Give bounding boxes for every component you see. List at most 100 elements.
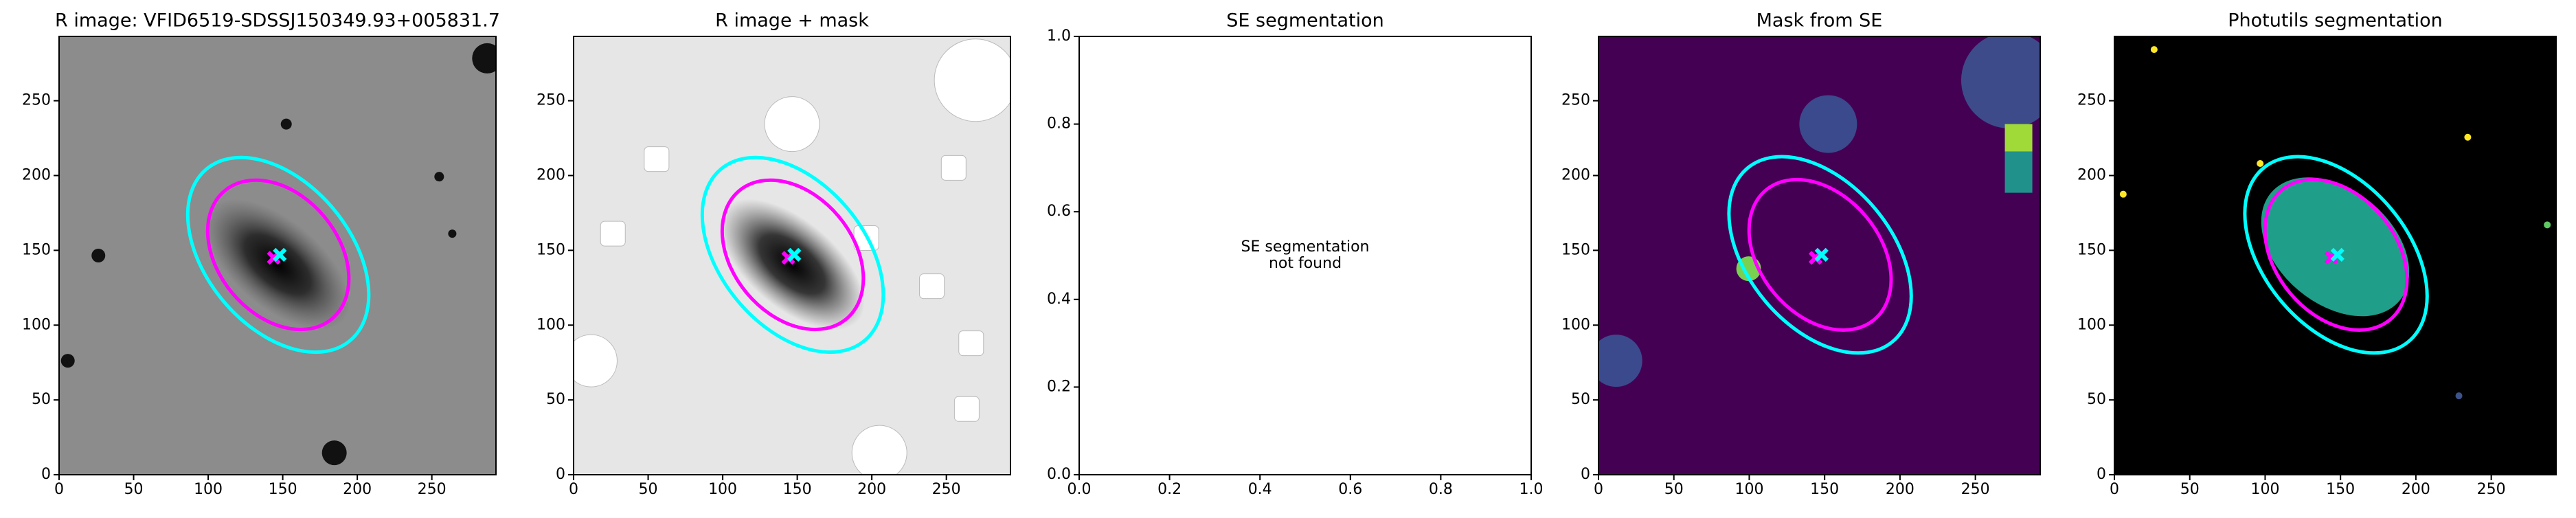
panel: Mask from SE 0 50 100 150 200 250 0 50 100 150 200 2… xyxy=(1561,10,2041,498)
star xyxy=(448,229,457,238)
y-tick-label: 0.2 xyxy=(1047,378,1071,395)
mask-region xyxy=(644,146,670,172)
aperture-ellipse xyxy=(700,155,885,354)
x-tick-label: 50 xyxy=(2180,481,2200,498)
annotation: SE segmentation xyxy=(1241,238,1370,256)
y-tick-label: 200 xyxy=(2077,167,2106,184)
aperture-ellipse xyxy=(1747,177,1893,332)
mask-region xyxy=(953,396,980,422)
axes-frame xyxy=(58,36,497,475)
axes-frame xyxy=(573,36,1011,475)
star xyxy=(434,172,444,182)
y-tick-label: 50 xyxy=(32,391,51,408)
panel-title: SE segmentation xyxy=(1226,10,1383,32)
y-tick-label: 150 xyxy=(1561,241,1590,258)
x-tick-label: 0 xyxy=(569,481,578,498)
mask-region xyxy=(1799,95,1857,153)
y-tick-label: 0.0 xyxy=(1047,466,1071,483)
x-tick-label: 100 xyxy=(708,481,737,498)
star xyxy=(60,354,75,368)
y-tick-label: 100 xyxy=(2077,316,2106,333)
y-tick-label: 250 xyxy=(1561,92,1590,109)
x-tick-label: 0.4 xyxy=(1248,481,1272,498)
center-marker xyxy=(1814,247,1829,262)
star xyxy=(280,118,292,130)
y-tick-label: 0 xyxy=(1581,466,1590,483)
x-tick-label: 50 xyxy=(1664,481,1684,498)
y-tick-label: 200 xyxy=(536,167,565,184)
x-tick-label: 100 xyxy=(1735,481,1763,498)
panel: Photutils segmentation 0 50 100 150 200 250 0 50… xyxy=(2077,10,2557,498)
y-tick-label: 200 xyxy=(22,167,51,184)
annotation: not found xyxy=(1269,255,1342,272)
mask-region xyxy=(934,38,1010,122)
plot-area xyxy=(1079,36,1531,475)
y-tick-label: 0.4 xyxy=(1047,291,1071,308)
x-tick-label: 250 xyxy=(932,481,961,498)
y-tick-label: 100 xyxy=(536,316,565,333)
y-tick-label: 50 xyxy=(2087,391,2106,408)
mask-region xyxy=(764,96,820,153)
center-marker xyxy=(2330,247,2345,262)
axes-frame xyxy=(2114,36,2557,475)
y-tick-label: 250 xyxy=(22,92,51,109)
panel-title: R image + mask xyxy=(715,10,869,32)
x-tick-label: 50 xyxy=(124,481,144,498)
y-tick-label: 250 xyxy=(536,92,565,109)
x-tick-label: 0.0 xyxy=(1067,481,1092,498)
mask-region xyxy=(851,425,907,475)
segment xyxy=(2464,133,2472,141)
aperture-ellipse xyxy=(1727,155,1913,355)
x-tick-label: 50 xyxy=(639,481,658,498)
panel: R image + mask 0 50 100 150 200 250 0 50 100 150 20… xyxy=(536,10,1011,498)
x-tick-label: 250 xyxy=(2477,481,2506,498)
x-tick-label: 250 xyxy=(1961,481,1990,498)
x-tick-label: 150 xyxy=(1810,481,1839,498)
y-tick-label: 0 xyxy=(41,466,51,483)
x-tick-label: 0.8 xyxy=(1429,481,1453,498)
mask-region xyxy=(919,273,945,300)
y-tick-label: 200 xyxy=(1561,167,1590,184)
center-marker xyxy=(787,247,802,262)
star xyxy=(91,249,106,262)
star xyxy=(472,43,496,74)
y-tick-label: 50 xyxy=(1571,391,1590,408)
mask-region xyxy=(940,155,967,181)
axes-frame xyxy=(1078,36,1532,475)
panel-title: Mask from SE xyxy=(1756,10,1883,32)
axes-frame xyxy=(1598,36,2041,475)
x-tick-label: 0.2 xyxy=(1157,481,1182,498)
plot-area xyxy=(59,36,496,475)
x-tick-label: 1.0 xyxy=(1519,481,1544,498)
x-tick-label: 0 xyxy=(1594,481,1603,498)
x-tick-label: 200 xyxy=(343,481,372,498)
x-tick-label: 200 xyxy=(857,481,886,498)
aperture-ellipse xyxy=(720,178,866,332)
x-tick-label: 200 xyxy=(1886,481,1914,498)
aperture-ellipse xyxy=(2263,177,2409,332)
plot-area xyxy=(1598,36,2040,475)
y-tick-label: 0 xyxy=(556,466,565,483)
x-tick-label: 150 xyxy=(269,481,297,498)
y-tick-label: 0 xyxy=(2097,466,2106,483)
x-tick-label: 250 xyxy=(418,481,447,498)
x-tick-label: 0.6 xyxy=(1338,481,1362,498)
plot-area xyxy=(574,36,1010,475)
plot-area xyxy=(2114,36,2556,475)
y-tick-label: 150 xyxy=(536,241,565,258)
aperture-ellipse xyxy=(2243,155,2429,355)
y-tick-label: 100 xyxy=(22,316,51,333)
y-tick-label: 0.8 xyxy=(1047,115,1071,133)
segment xyxy=(2544,221,2551,229)
segment xyxy=(2119,190,2127,198)
image-background xyxy=(1079,36,1531,475)
panel: R image: VFID6519-SDSSJ150349.93+005831.… xyxy=(22,10,500,499)
segment xyxy=(2150,46,2158,54)
mask-region xyxy=(1598,335,1642,387)
y-tick-label: 100 xyxy=(1561,316,1590,333)
y-tick-label: 150 xyxy=(2077,241,2106,258)
x-tick-label: 100 xyxy=(2250,481,2279,498)
x-tick-label: 150 xyxy=(2326,481,2355,498)
